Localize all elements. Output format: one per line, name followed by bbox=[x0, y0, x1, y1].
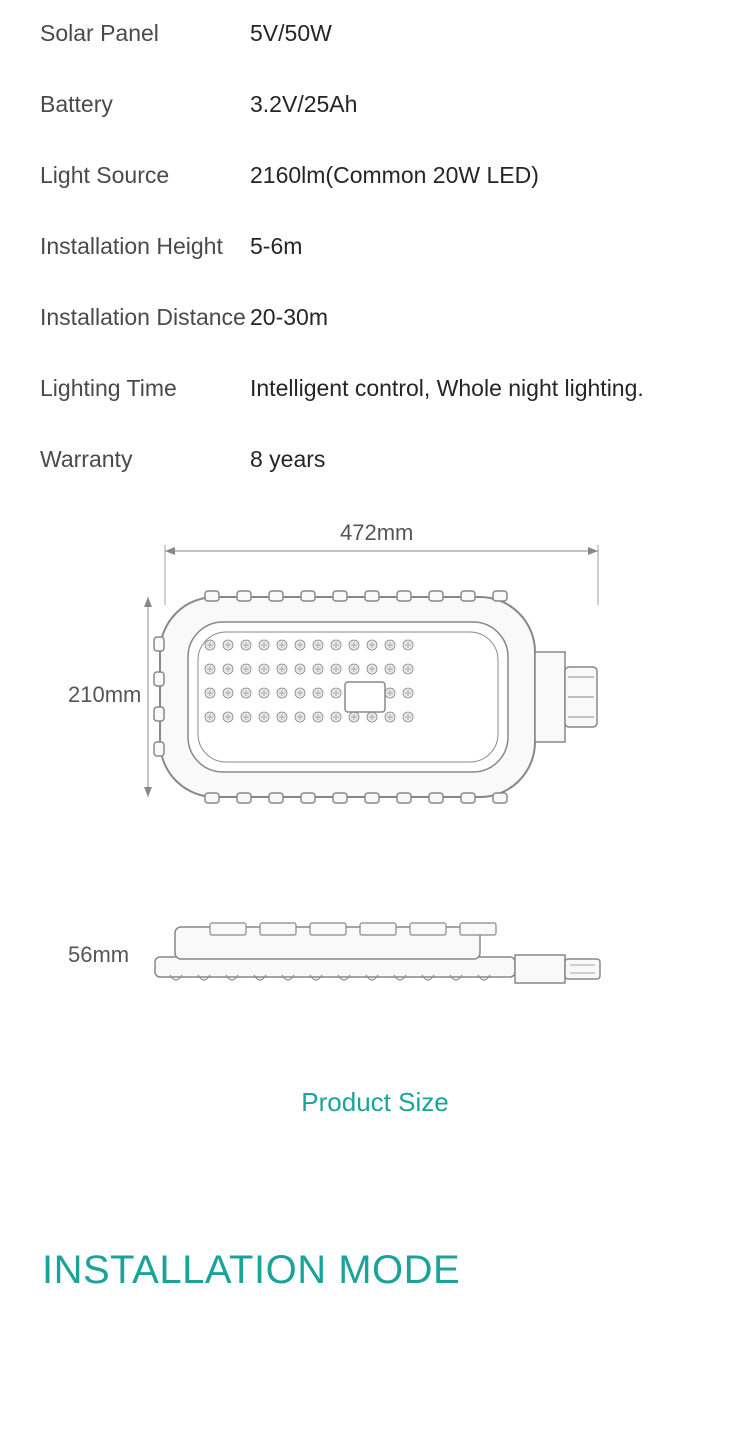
dimension-depth-label: 56mm bbox=[68, 942, 129, 968]
installation-mode-heading: INSTALLATION MODE bbox=[0, 1248, 750, 1293]
dimension-width-label: 472mm bbox=[340, 520, 413, 546]
dimension-height-label: 210mm bbox=[68, 682, 141, 708]
spec-label: Light Source bbox=[40, 162, 250, 189]
spec-row: Solar Panel 5V/50W bbox=[40, 20, 710, 47]
spec-row: Battery 3.2V/25Ah bbox=[40, 91, 710, 118]
spec-table: Solar Panel 5V/50W Battery 3.2V/25Ah Lig… bbox=[0, 0, 750, 473]
spec-row: Installation Height 5-6m bbox=[40, 233, 710, 260]
spec-row: Lighting Time Intelligent control, Whole… bbox=[40, 375, 710, 402]
spec-row: Installation Distance 20-30m bbox=[40, 304, 710, 331]
spec-label: Installation Height bbox=[40, 233, 250, 260]
spec-value: 20-30m bbox=[250, 304, 328, 331]
product-diagram: 472mm 210mm 56mm bbox=[0, 517, 750, 1067]
spec-value: 5V/50W bbox=[250, 20, 332, 47]
spec-label: Warranty bbox=[40, 446, 250, 473]
spec-value: 5-6m bbox=[250, 233, 302, 260]
spec-label: Solar Panel bbox=[40, 20, 250, 47]
spec-value: Intelligent control, Whole night lightin… bbox=[250, 375, 644, 402]
spec-value: 8 years bbox=[250, 446, 325, 473]
product-size-caption: Product Size bbox=[0, 1087, 750, 1118]
spec-label: Battery bbox=[40, 91, 250, 118]
spec-value: 3.2V/25Ah bbox=[250, 91, 357, 118]
spec-label: Lighting Time bbox=[40, 375, 250, 402]
diagram-svg bbox=[0, 517, 750, 1067]
spec-row: Light Source 2160lm(Common 20W LED) bbox=[40, 162, 710, 189]
spec-value: 2160lm(Common 20W LED) bbox=[250, 162, 539, 189]
spec-row: Warranty 8 years bbox=[40, 446, 710, 473]
spec-label: Installation Distance bbox=[40, 304, 250, 331]
